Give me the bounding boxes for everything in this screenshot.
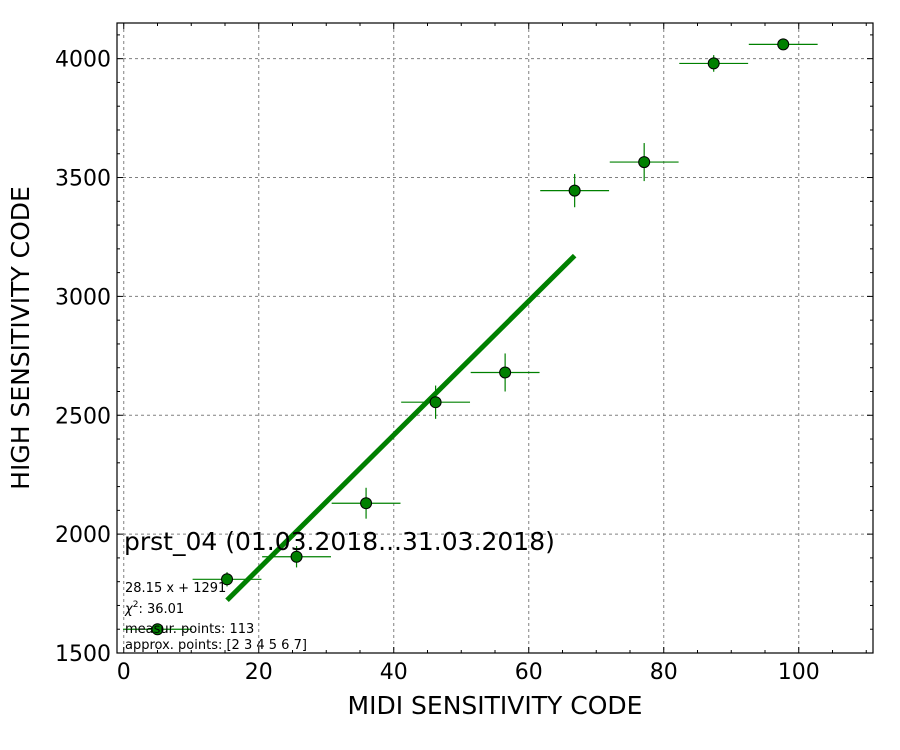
- data-point: [568, 184, 581, 197]
- x-tick-label: 60: [515, 660, 543, 685]
- fit-equation-text: 28.15 x + 1291: [125, 581, 226, 596]
- plot-frame: [116, 22, 874, 654]
- data-point: [777, 38, 790, 51]
- data-point: [360, 497, 373, 510]
- series-annotation-label: prst_04 (01.03.2018...31.03.2018): [124, 527, 555, 556]
- x-tick-label: 100: [778, 660, 820, 685]
- chi-squared-text: χ2: 36.01: [124, 600, 184, 617]
- approx-points-text: approx. points: [2 3 4 5 6 7]: [125, 638, 307, 653]
- x-tick-label: 0: [117, 660, 131, 685]
- data-point: [290, 550, 303, 563]
- x-tick-label: 80: [650, 660, 678, 685]
- chi-symbol: χ: [124, 602, 134, 617]
- x-tick-label: 40: [380, 660, 408, 685]
- measured-points-text: measur. points: 113: [125, 622, 254, 637]
- fit-line: [225, 253, 577, 603]
- y-tick-label: 2000: [55, 523, 111, 548]
- y-tick-label: 3000: [55, 285, 111, 310]
- data-points: [123, 38, 818, 636]
- fit-line-layer: [225, 253, 577, 603]
- chi-exponent: 2: [133, 600, 139, 610]
- x-axis-label: MIDI SENSITIVITY CODE: [348, 691, 643, 720]
- grid: [117, 23, 873, 653]
- y-tick-label: 3500: [55, 167, 111, 192]
- x-tick-label: 20: [245, 660, 273, 685]
- data-point: [221, 573, 234, 586]
- y-tick-label: 2500: [55, 404, 111, 429]
- y-tick-label: 1500: [55, 642, 111, 667]
- y-axis-label: HIGH SENSITIVITY CODE: [6, 186, 35, 490]
- chi-squared-value: : 36.01: [138, 602, 184, 617]
- data-point: [707, 57, 720, 70]
- data-point: [638, 156, 651, 169]
- data-point: [429, 396, 442, 409]
- y-tick-label: 4000: [55, 48, 111, 73]
- data-point: [499, 366, 512, 379]
- data-point: [151, 623, 164, 636]
